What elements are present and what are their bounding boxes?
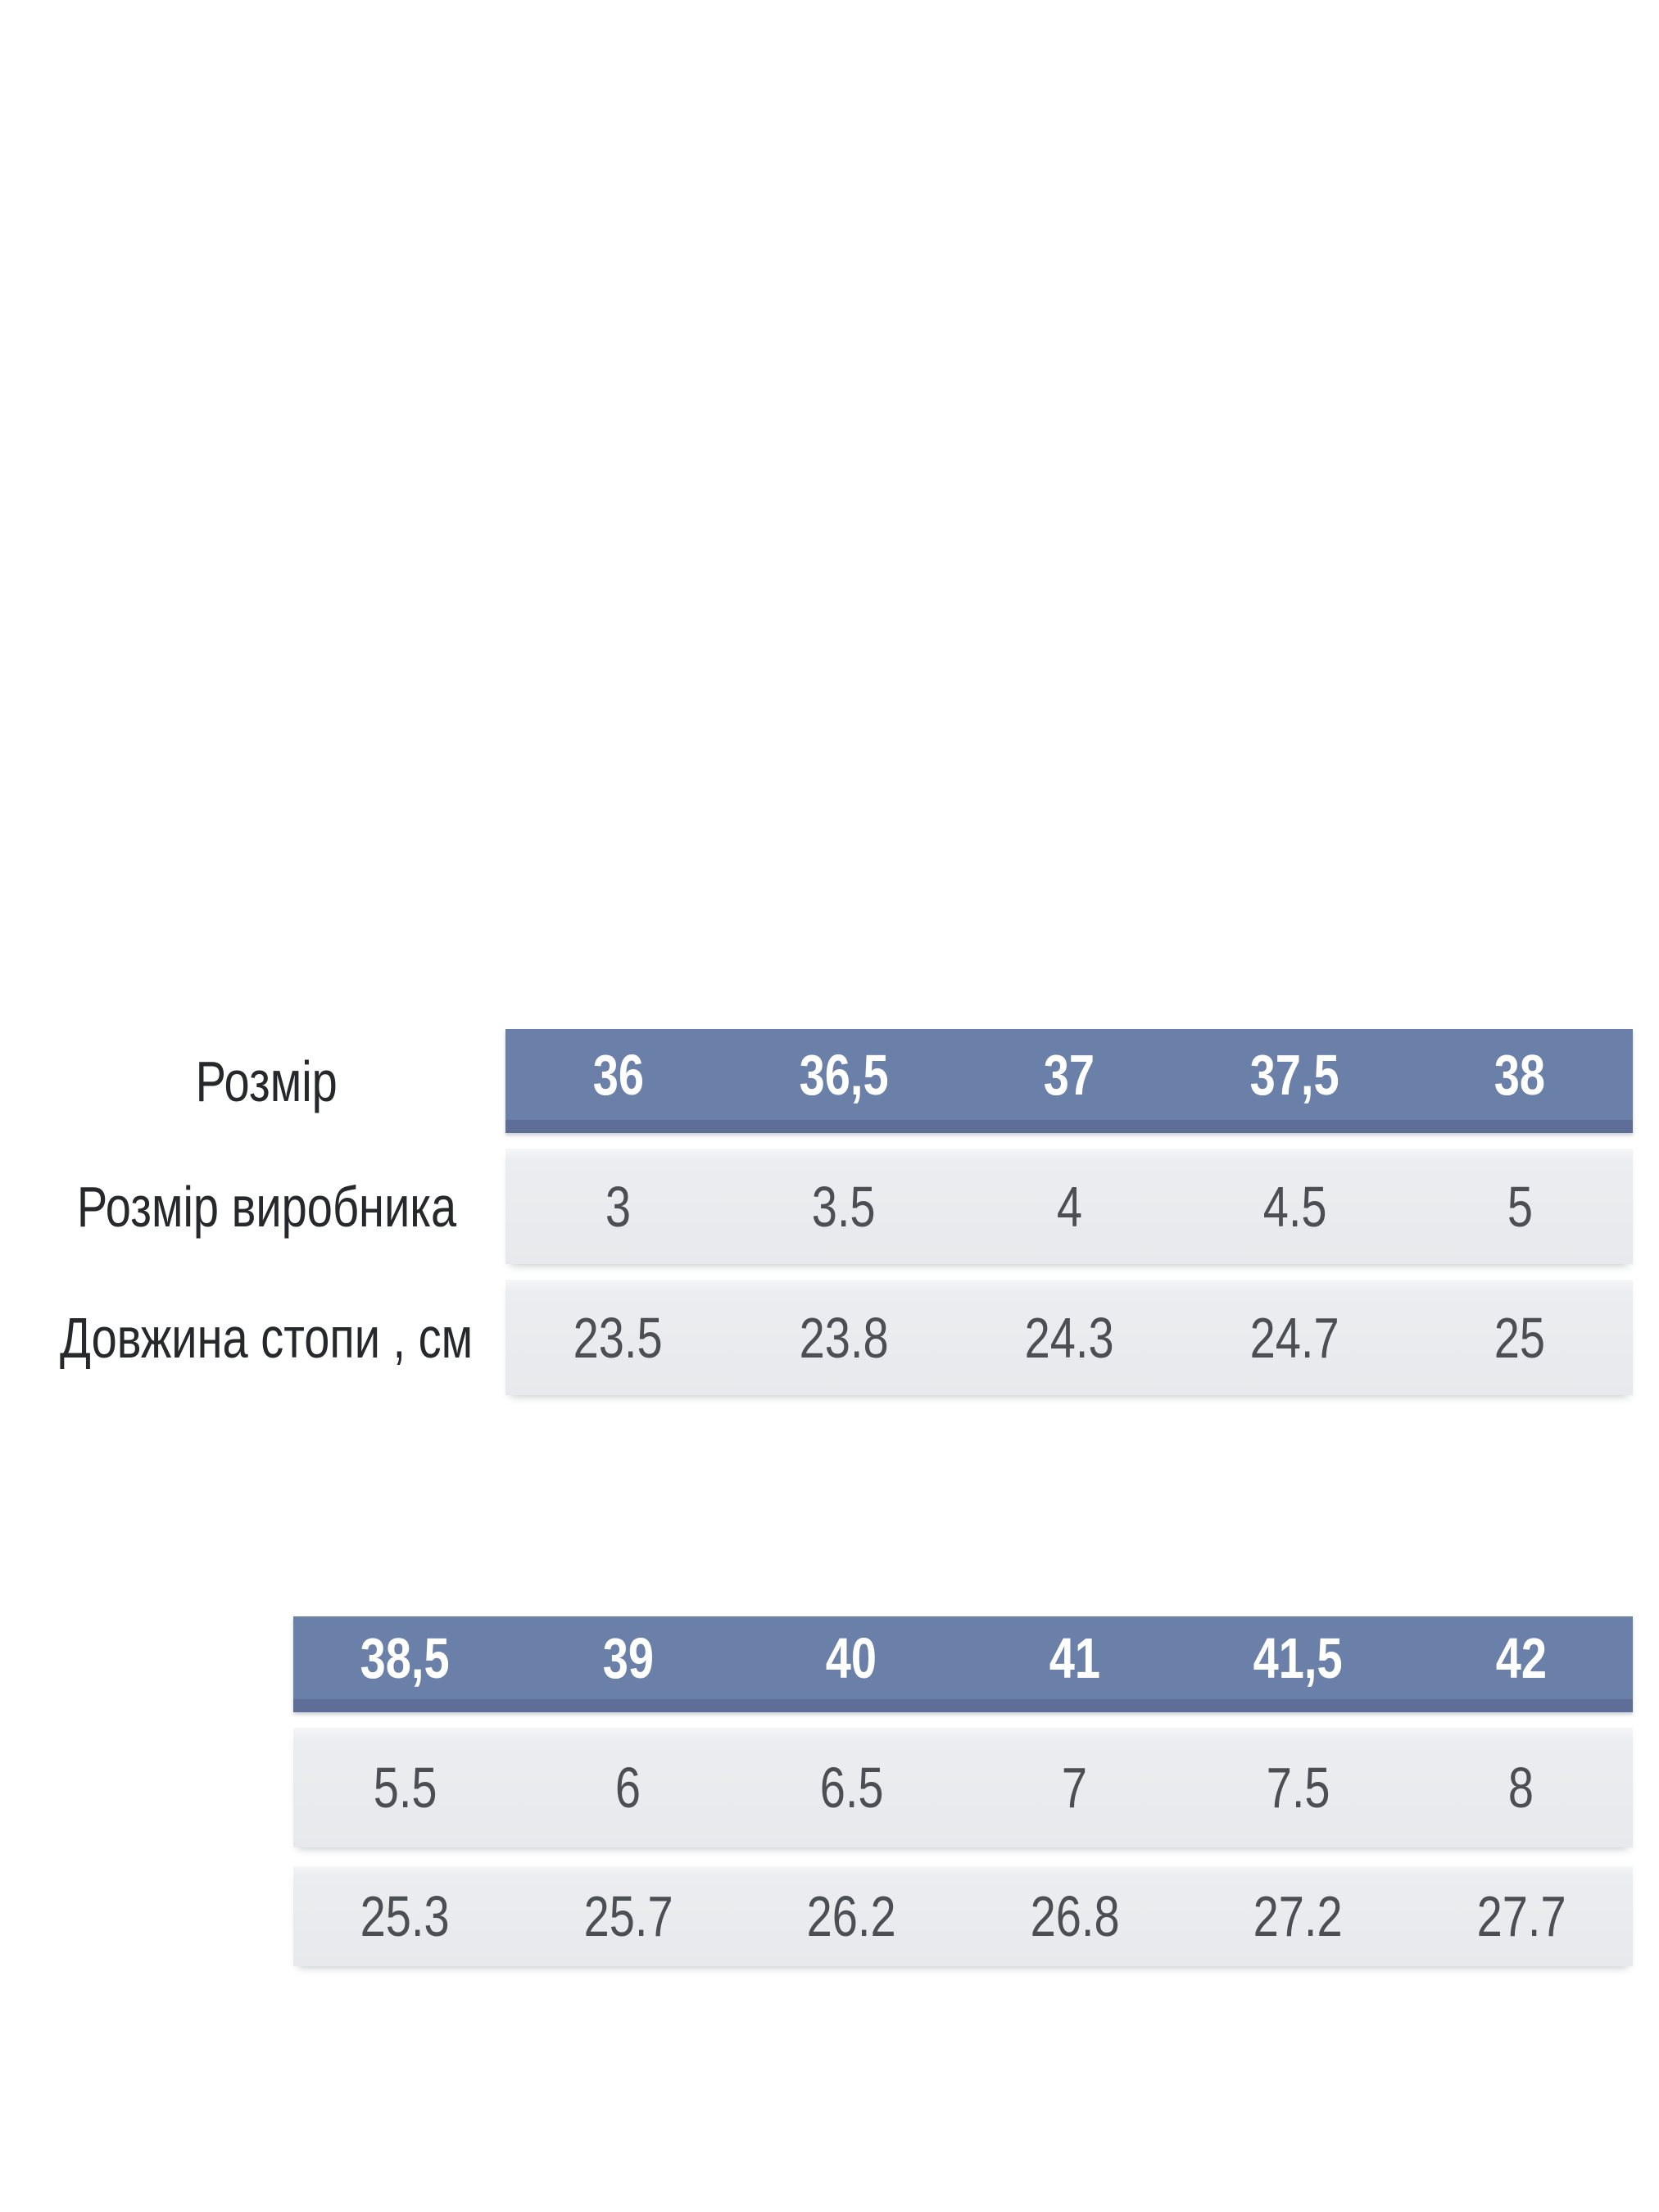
foot-length-cell: 25.3 [293,1866,517,1966]
size-header-cell: 41,5 [1186,1616,1410,1699]
upper-foot-length-row: Довжина стопи , см 23.5 23.8 24.3 24.7 2… [0,1280,1633,1395]
size-header-cell: 40 [740,1616,963,1699]
manufacturer-size-cell: 4 [956,1149,1181,1264]
manufacturer-size-value: 3.5 [811,1174,876,1239]
manufacturer-size-cell: 7 [963,1728,1187,1847]
upper-manufacturer-row: Розмір виробника 3 3.5 4 4.5 5 [0,1149,1633,1264]
manufacturer-size-value: 4 [1056,1174,1082,1239]
size-value: 37,5 [1249,1042,1339,1107]
manufacturer-size-value: 6 [615,1756,641,1820]
size-header-cell: 41 [963,1616,1187,1699]
foot-length-cell: 23.8 [731,1280,956,1395]
foot-length-cell: 26.8 [963,1866,1187,1966]
foot-length-value: 24.7 [1249,1305,1339,1370]
size-value: 37 [1043,1042,1095,1107]
lower-manufacturer-row: 5.5 6 6.5 7 7.5 8 [293,1728,1633,1847]
foot-length-cell: 27.2 [1186,1866,1410,1966]
row-label-manufacturer-size-text: Розмір виробника [76,1174,457,1239]
row-label-size-text: Розмір [195,1049,338,1113]
manufacturer-size-cell: 3.5 [731,1149,956,1264]
size-value: 40 [826,1625,877,1690]
foot-length-value: 27.7 [1476,1884,1566,1948]
foot-length-value: 26.8 [1030,1884,1120,1948]
foot-length-value: 24.3 [1024,1305,1114,1370]
foot-length-cell: 26.2 [740,1866,963,1966]
size-value: 36 [592,1042,644,1107]
manufacturer-size-cell: 8 [1410,1728,1634,1847]
size-value: 36,5 [799,1042,889,1107]
foot-length-cell: 23.5 [505,1280,731,1395]
upper-size-header-band: 36 36,5 37 37,5 38 [505,1029,1633,1133]
size-value: 42 [1495,1625,1547,1690]
foot-length-value: 23.8 [799,1305,889,1370]
manufacturer-size-value: 6.5 [819,1756,884,1820]
row-label-manufacturer-size: Розмір виробника [0,1149,505,1264]
manufacturer-size-value: 3 [605,1174,632,1239]
row-label-foot-length-text: Довжина стопи , см [60,1305,474,1370]
lower-manufacturer-band: 5.5 6 6.5 7 7.5 8 [293,1728,1633,1847]
lower-size-header-band: 38,5 39 40 41 41,5 42 [293,1616,1633,1712]
manufacturer-size-cell: 5.5 [293,1728,517,1847]
foot-length-cell: 27.7 [1410,1866,1634,1966]
foot-length-value: 25.3 [360,1884,450,1948]
foot-length-cell: 24.7 [1182,1280,1407,1395]
foot-length-value: 27.2 [1253,1884,1343,1948]
manufacturer-size-cell: 6 [517,1728,741,1847]
size-header-cell: 36 [505,1029,731,1120]
size-header-cell: 37 [956,1029,1181,1120]
upper-foot-length-band: 23.5 23.8 24.3 24.7 25 [505,1280,1633,1395]
lower-foot-length-row: 25.3 25.7 26.2 26.8 27.2 27.7 [293,1866,1633,1966]
upper-header-row: Розмір 36 36,5 37 37,5 38 [0,1029,1633,1133]
size-value: 39 [602,1625,654,1690]
foot-length-value: 26.2 [806,1884,896,1948]
manufacturer-size-cell: 4.5 [1182,1149,1407,1264]
foot-length-cell: 24.3 [956,1280,1181,1395]
manufacturer-size-cell: 3 [505,1149,731,1264]
manufacturer-size-value: 5 [1507,1174,1533,1239]
foot-length-value: 25 [1494,1305,1546,1370]
foot-length-value: 25.7 [583,1884,673,1948]
manufacturer-size-value: 7.5 [1266,1756,1330,1820]
foot-length-cell: 25 [1407,1280,1633,1395]
size-value: 41 [1049,1625,1100,1690]
size-header-cell: 38 [1407,1029,1633,1120]
foot-length-value: 23.5 [573,1305,664,1370]
manufacturer-size-value: 8 [1508,1756,1534,1820]
size-value: 38,5 [360,1625,450,1690]
manufacturer-size-value: 4.5 [1262,1174,1327,1239]
size-header-cell: 42 [1410,1616,1634,1699]
size-value: 38 [1494,1042,1546,1107]
row-label-size: Розмір [0,1029,505,1133]
size-header-cell: 38,5 [293,1616,517,1699]
manufacturer-size-cell: 6.5 [740,1728,963,1847]
lower-foot-length-band: 25.3 25.7 26.2 26.8 27.2 27.7 [293,1866,1633,1966]
size-header-cell: 39 [517,1616,741,1699]
lower-header-row: 38,5 39 40 41 41,5 42 [293,1616,1633,1712]
manufacturer-size-cell: 5 [1407,1149,1633,1264]
foot-length-cell: 25.7 [517,1866,741,1966]
upper-manufacturer-band: 3 3.5 4 4.5 5 [505,1149,1633,1264]
manufacturer-size-value: 7 [1062,1756,1088,1820]
manufacturer-size-value: 5.5 [373,1756,437,1820]
size-header-cell: 37,5 [1182,1029,1407,1120]
size-header-cell: 36,5 [731,1029,956,1120]
row-label-foot-length: Довжина стопи , см [0,1280,505,1395]
manufacturer-size-cell: 7.5 [1186,1728,1410,1847]
size-value: 41,5 [1253,1625,1343,1690]
